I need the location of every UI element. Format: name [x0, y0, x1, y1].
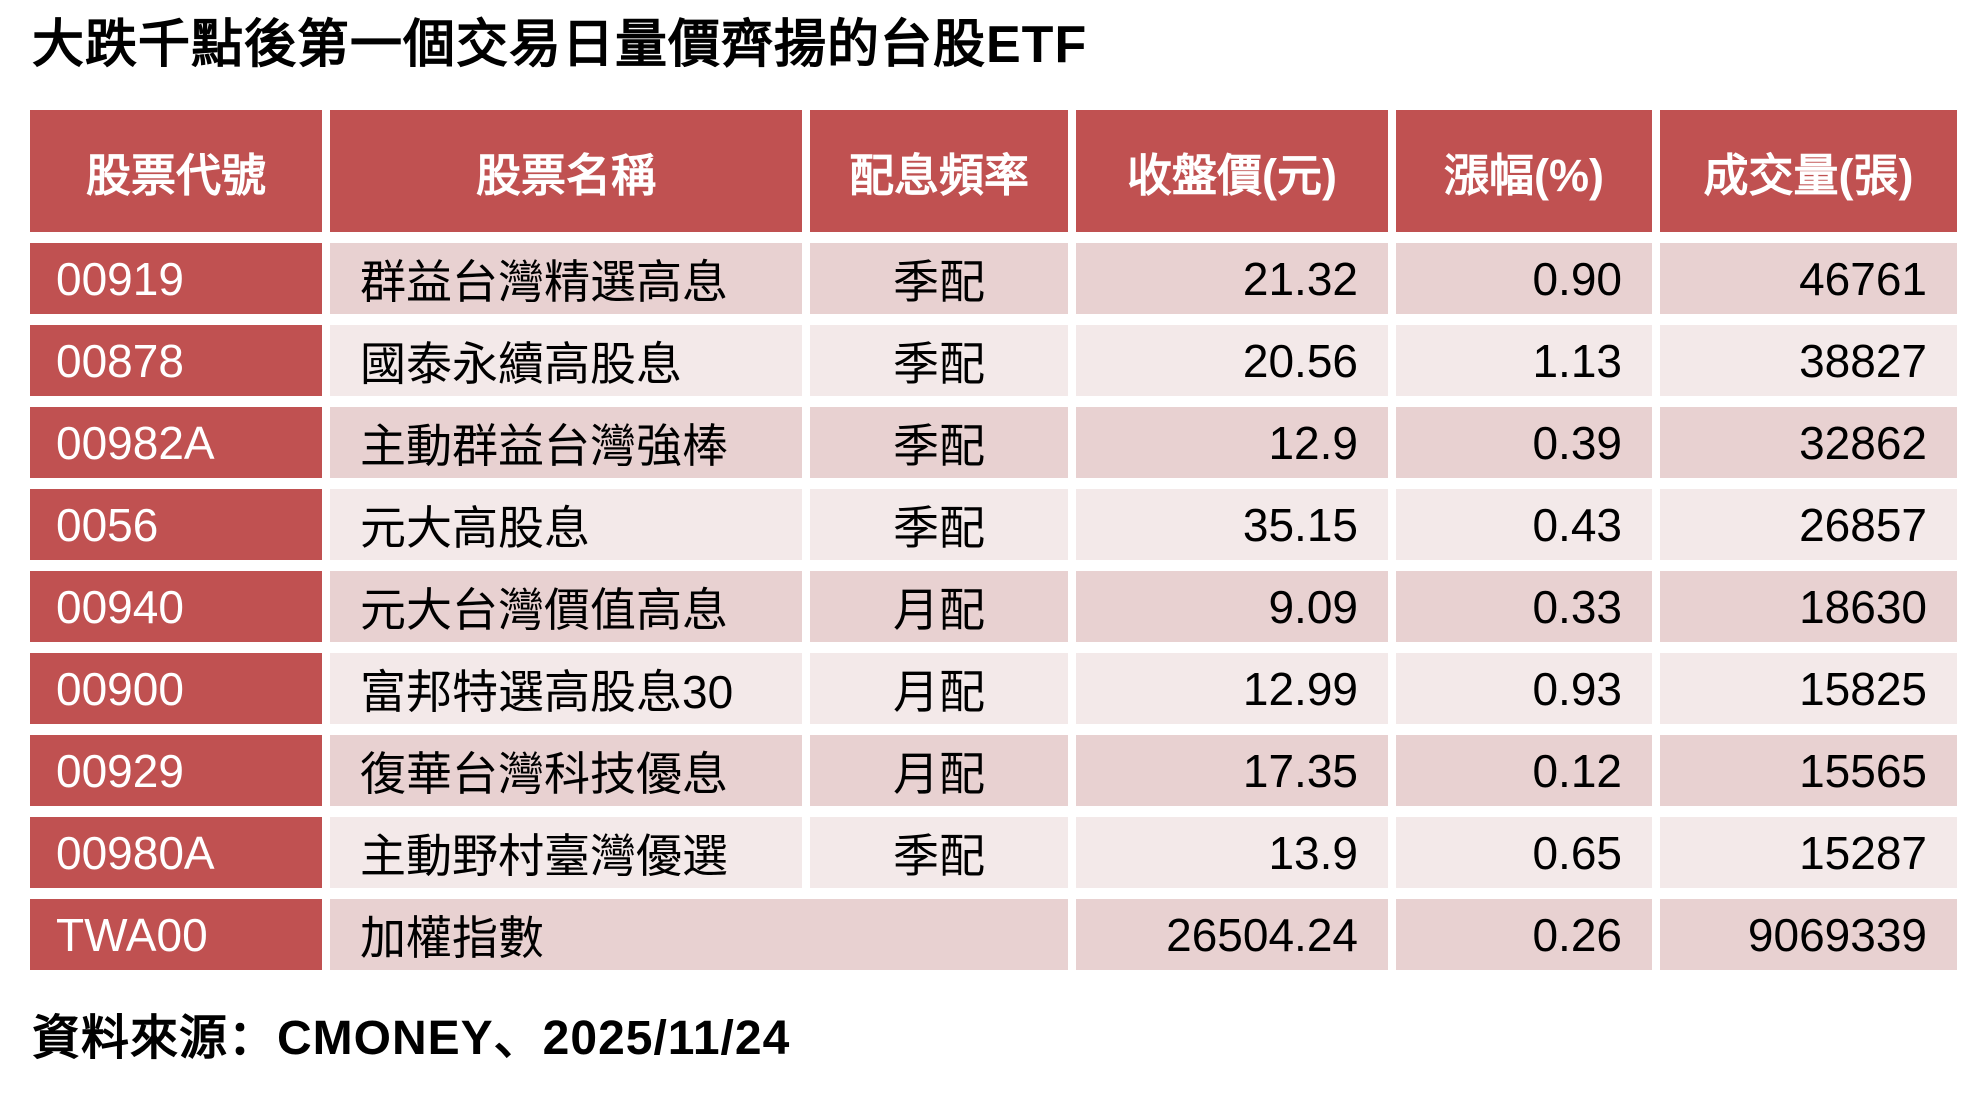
cell-close-price: 35.15	[1076, 489, 1388, 561]
cell-dividend-frequency: 月配	[810, 571, 1068, 643]
cell-stock-name: 主動群益台灣強棒	[330, 407, 802, 479]
cell-close-price: 21.32	[1076, 243, 1388, 315]
page-title: 大跌千點後第一個交易日量價齊揚的台股ETF	[32, 16, 1088, 74]
cell-close-price: 9.09	[1076, 571, 1388, 643]
cell-close-price: 12.99	[1076, 653, 1388, 725]
cell-stock-code: 00900	[30, 653, 322, 725]
cell-stock-code: 00980A	[30, 817, 322, 889]
cell-stock-code: TWA00	[30, 899, 322, 971]
cell-dividend-frequency: 季配	[810, 407, 1068, 479]
cell-stock-name: 元大台灣價值高息	[330, 571, 802, 643]
cell-stock-name: 加權指數	[330, 899, 1068, 971]
cell-volume: 15287	[1660, 817, 1957, 889]
cell-dividend-frequency: 季配	[810, 325, 1068, 397]
cell-close-price: 12.9	[1076, 407, 1388, 479]
cell-volume: 15565	[1660, 735, 1957, 807]
cell-close-price: 13.9	[1076, 817, 1388, 889]
cell-stock-name: 主動野村臺灣優選	[330, 817, 802, 889]
cell-dividend-frequency: 季配	[810, 817, 1068, 889]
etf-table: 股票代號 股票名稱 配息頻率 收盤價(元) 漲幅(%) 成交量(張) 00919 群益台灣精選…	[30, 110, 1957, 971]
cell-change-percent: 0.33	[1396, 571, 1652, 643]
cell-stock-name: 群益台灣精選高息	[330, 243, 802, 315]
cell-change-percent: 0.43	[1396, 489, 1652, 561]
cell-stock-name: 國泰永續高股息	[330, 325, 802, 397]
header-cell-price: 收盤價(元)	[1076, 110, 1388, 233]
cell-volume: 38827	[1660, 325, 1957, 397]
cell-stock-code: 00929	[30, 735, 322, 807]
cell-change-percent: 0.12	[1396, 735, 1652, 807]
cell-volume: 26857	[1660, 489, 1957, 561]
cell-stock-code: 00878	[30, 325, 322, 397]
cell-stock-code: 00940	[30, 571, 322, 643]
header-cell-volume: 成交量(張)	[1660, 110, 1957, 233]
cell-close-price: 26504.24	[1076, 899, 1388, 971]
cell-stock-code: 00982A	[30, 407, 322, 479]
cell-dividend-frequency: 月配	[810, 653, 1068, 725]
cell-volume: 32862	[1660, 407, 1957, 479]
cell-dividend-frequency: 季配	[810, 489, 1068, 561]
cell-change-percent: 0.90	[1396, 243, 1652, 315]
cell-stock-name: 復華台灣科技優息	[330, 735, 802, 807]
source-note: 資料來源：CMONEY、2025/11/24	[32, 1012, 791, 1066]
cell-volume: 46761	[1660, 243, 1957, 315]
cell-volume: 9069339	[1660, 899, 1957, 971]
cell-change-percent: 1.13	[1396, 325, 1652, 397]
cell-change-percent: 0.65	[1396, 817, 1652, 889]
cell-stock-name: 富邦特選高股息30	[330, 653, 802, 725]
cell-change-percent: 0.93	[1396, 653, 1652, 725]
cell-dividend-frequency: 月配	[810, 735, 1068, 807]
cell-stock-code: 00919	[30, 243, 322, 315]
cell-stock-code: 0056	[30, 489, 322, 561]
header-cell-name: 股票名稱	[330, 110, 802, 233]
cell-close-price: 20.56	[1076, 325, 1388, 397]
header-cell-freq: 配息頻率	[810, 110, 1068, 233]
header-cell-code: 股票代號	[30, 110, 322, 233]
cell-dividend-frequency: 季配	[810, 243, 1068, 315]
cell-change-percent: 0.39	[1396, 407, 1652, 479]
cell-change-percent: 0.26	[1396, 899, 1652, 971]
cell-close-price: 17.35	[1076, 735, 1388, 807]
cell-volume: 18630	[1660, 571, 1957, 643]
cell-stock-name: 元大高股息	[330, 489, 802, 561]
cell-volume: 15825	[1660, 653, 1957, 725]
header-cell-change: 漲幅(%)	[1396, 110, 1652, 233]
